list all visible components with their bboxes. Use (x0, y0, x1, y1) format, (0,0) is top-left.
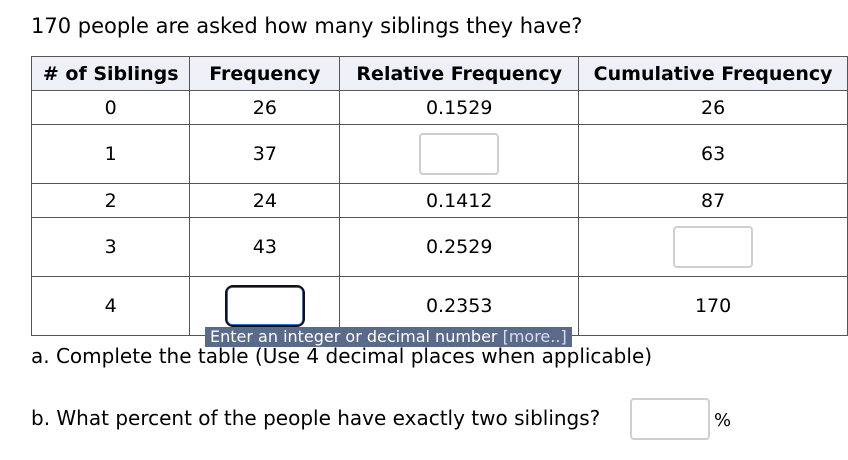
cell-frequency: 43 (189, 217, 341, 277)
table-row: 2 24 0.1412 87 (30, 183, 848, 218)
percent-input[interactable] (630, 398, 710, 440)
table-row: 1 37 63 (30, 124, 848, 184)
cumulative-frequency-input-3[interactable] (673, 226, 754, 268)
table-row: 3 43 0.2529 (30, 217, 848, 277)
header-siblings: # of Siblings (30, 56, 191, 91)
question-text: 170 people are asked how many siblings t… (31, 14, 583, 38)
cell-relative (339, 124, 580, 184)
cell-siblings: 1 (30, 124, 191, 184)
cell-siblings: 3 (30, 217, 191, 277)
cell-frequency: 26 (189, 90, 341, 125)
part-a-instruction: a. Complete the table (Use 4 decimal pla… (31, 344, 653, 368)
cell-cumulative: 87 (578, 183, 848, 218)
cell-cumulative: 26 (578, 90, 848, 125)
table-row: 0 26 0.1529 26 (30, 90, 848, 125)
cell-frequency: 24 (189, 183, 341, 218)
header-frequency: Frequency (189, 56, 341, 91)
relative-frequency-input-1[interactable] (419, 133, 500, 175)
cell-relative: 0.2529 (339, 217, 580, 277)
cell-siblings: 0 (30, 90, 191, 125)
cell-cumulative: 63 (578, 124, 848, 184)
table-header-row: # of Siblings Frequency Relative Frequen… (30, 56, 848, 91)
cell-cumulative (578, 217, 848, 277)
cell-relative: 0.1529 (339, 90, 580, 125)
header-relative-frequency: Relative Frequency (339, 56, 580, 91)
header-cumulative-frequency: Cumulative Frequency (578, 56, 848, 91)
cell-frequency: 37 (189, 124, 341, 184)
cell-cumulative: 170 (578, 276, 848, 336)
part-b-question: b. What percent of the people have exact… (31, 406, 601, 430)
table-row: 4 0.2353 170 (30, 276, 848, 336)
cell-frequency (189, 276, 341, 336)
cell-relative: 0.2353 (339, 276, 580, 336)
tooltip-text: Enter an integer or decimal number (210, 327, 503, 346)
tooltip-more-link[interactable]: [more..] (502, 327, 567, 346)
cell-relative: 0.1412 (339, 183, 580, 218)
input-hint-tooltip: Enter an integer or decimal number [more… (205, 327, 572, 347)
frequency-input-4[interactable] (223, 284, 306, 328)
frequency-table: # of Siblings Frequency Relative Frequen… (30, 56, 848, 336)
cell-siblings: 2 (30, 183, 191, 218)
cell-siblings: 4 (30, 276, 191, 336)
percent-sign: % (714, 410, 732, 431)
